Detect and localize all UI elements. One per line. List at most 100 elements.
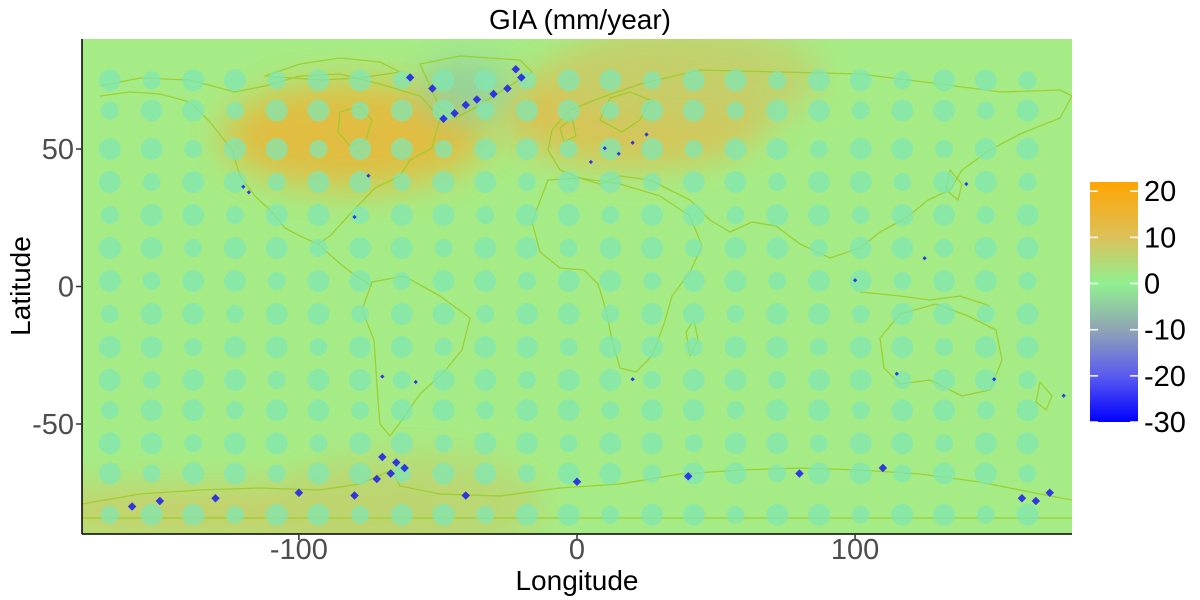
grid-point [933,99,956,122]
station-marker [852,278,858,283]
grid-point [474,237,497,259]
grid-point [182,369,205,391]
grid-point [515,432,538,455]
grid-point [225,206,244,224]
grid-point [1016,303,1039,325]
grid-point [726,505,745,524]
grid-point [225,101,244,120]
grid-point [891,336,914,358]
grid-point [182,270,205,292]
grid-point [392,272,411,290]
grid-point [976,101,995,120]
grid-point [223,462,246,485]
coast-new-zealand [1035,381,1053,411]
station-marker [372,474,382,484]
grid-point [432,171,455,193]
grid-point [223,138,246,160]
grid-point [223,237,246,259]
grid-point [100,305,119,323]
grid-point [307,270,330,292]
grid-point [601,101,620,120]
grid-point [392,173,411,191]
grid-point [307,69,330,92]
grid-point [601,401,620,420]
grid-point [98,237,121,259]
grid-point [1016,399,1039,422]
coast-africa [531,177,703,373]
grid-point [390,237,413,259]
grid-point [351,401,370,420]
legend-ticks: 20 10 0 -10 -20 -30 [1090,176,1186,439]
grid-point [641,237,664,259]
grid-point [684,434,703,453]
station-marker [405,73,415,82]
grid-point [349,171,372,193]
grid-point [851,305,870,323]
station-marker [366,173,371,178]
grid-point [434,239,453,257]
grid-point [976,505,995,524]
grid-point [974,138,997,160]
grid-point [851,101,870,120]
station-marker [155,496,165,506]
grid-point [682,399,705,422]
y-axis-title: Latitude [5,236,36,336]
coast-greenland [419,55,533,119]
station-marker [400,463,409,473]
grid-point [933,270,956,292]
grid-point [1018,464,1037,483]
grid-point [557,99,580,122]
station-marker [413,379,418,385]
coast-indonesia [859,291,991,307]
station-marker [1045,488,1054,497]
grid-point [935,239,954,257]
grid-point [557,462,580,485]
grid-point [349,69,372,92]
grid-point [974,69,997,92]
grid-point [807,69,830,92]
station-marker [439,114,448,123]
grid-point [223,336,246,358]
grid-point [474,462,497,485]
grid-point [809,140,828,158]
grid-point [349,138,372,160]
grid-point [474,138,497,160]
grid-point [267,371,286,389]
grid-point [641,204,664,226]
grid-point [599,336,622,358]
grid-point [474,336,497,358]
grid-point [223,270,246,292]
y-tick-label: 0 [58,272,74,304]
grid-point [559,434,578,453]
chart-title: GIA (mm/year) [488,4,671,35]
grid-point [557,171,580,193]
grid-point [100,401,119,420]
grid-point [933,462,956,485]
grid-point [557,369,580,391]
grid-point [599,369,622,391]
grid-point [307,204,330,226]
station-marker [683,472,693,481]
grid-point [768,173,787,191]
grid-point [351,505,370,524]
grid-point [515,204,538,226]
grid-point [766,503,789,526]
grid-point [265,399,288,422]
grid-point [267,173,286,191]
grid-point [223,432,246,455]
station-marker [795,469,804,478]
station-marker [378,452,387,462]
grid-point [349,462,372,485]
grid-point [766,399,789,422]
grid-point [933,399,956,422]
station-marker [964,181,969,187]
y-axis-ticks: -50 0 50 [32,134,82,441]
station-marker [922,256,927,261]
grid-point [807,503,830,526]
station-marker [1031,496,1041,506]
grid-point [809,434,828,453]
grid-point [515,303,538,325]
grid-point [432,369,455,391]
grid-point [432,270,455,292]
y-tick-label: -50 [32,409,74,441]
